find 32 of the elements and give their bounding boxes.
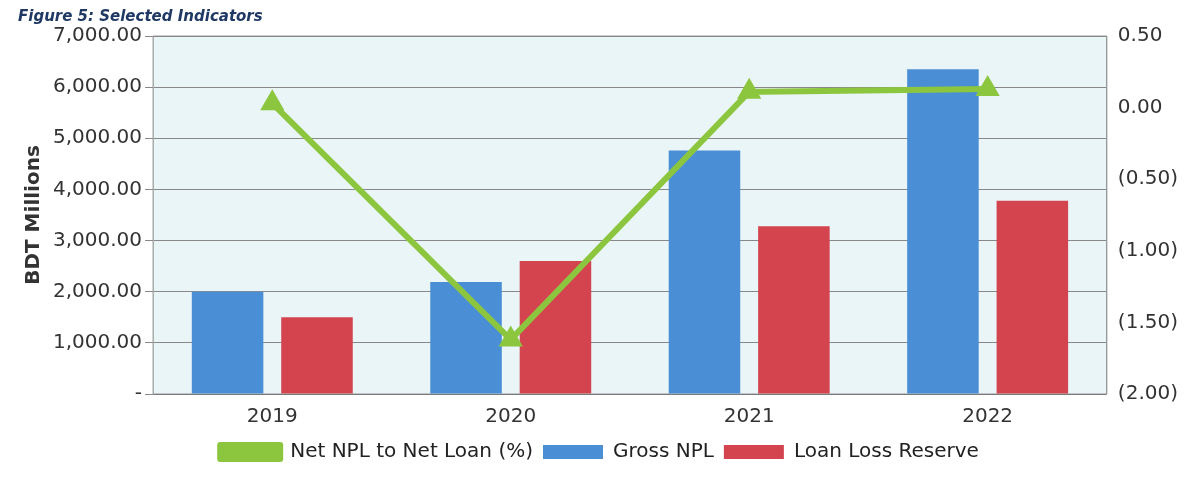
x-tick-label: 2022 bbox=[962, 403, 1014, 428]
y-tick-label: 6,000.00 bbox=[53, 73, 143, 98]
bar bbox=[281, 317, 353, 394]
x-tick-label: 2021 bbox=[723, 403, 775, 428]
y-tick-label: 7,000.00 bbox=[53, 22, 143, 47]
legend-label: Gross NPL bbox=[613, 438, 715, 463]
bar bbox=[907, 69, 979, 394]
bar bbox=[191, 291, 264, 394]
y2-tick-label: (1.00) bbox=[1117, 237, 1178, 261]
y-tick-label: 3,000.00 bbox=[53, 226, 143, 251]
x-tick-label: 2019 bbox=[246, 403, 298, 428]
y-tick-label: 4,000.00 bbox=[53, 175, 143, 200]
legend-label: Net NPL to Net Loan (%) bbox=[290, 438, 533, 463]
point bbox=[975, 75, 1000, 96]
y-tick-label: 2,000.00 bbox=[53, 277, 143, 302]
bar bbox=[430, 282, 502, 394]
bar bbox=[668, 150, 741, 394]
legend-label: Loan Loss Reserve bbox=[793, 438, 979, 463]
y-tick-label: 1,000.00 bbox=[53, 329, 143, 354]
bar bbox=[519, 261, 592, 394]
y2-tick-label: 0.00 bbox=[1117, 93, 1163, 118]
y-axis-title: BDT Millions bbox=[20, 145, 45, 285]
x-tick-label: 2020 bbox=[485, 403, 537, 428]
y2-tick-label: (0.50) bbox=[1117, 165, 1178, 190]
y2-tick-label: (1.50) bbox=[1117, 308, 1178, 333]
bar bbox=[996, 200, 1069, 394]
y2-tick-label: (2.00) bbox=[1117, 380, 1178, 405]
bar bbox=[758, 226, 830, 394]
y-tick-label: - bbox=[134, 380, 143, 405]
chart-title: Figure 5: Selected Indicators bbox=[18, 6, 263, 25]
y-tick-label: 5,000.00 bbox=[53, 124, 143, 149]
y2-tick-label: 0.50 bbox=[1117, 22, 1163, 47]
